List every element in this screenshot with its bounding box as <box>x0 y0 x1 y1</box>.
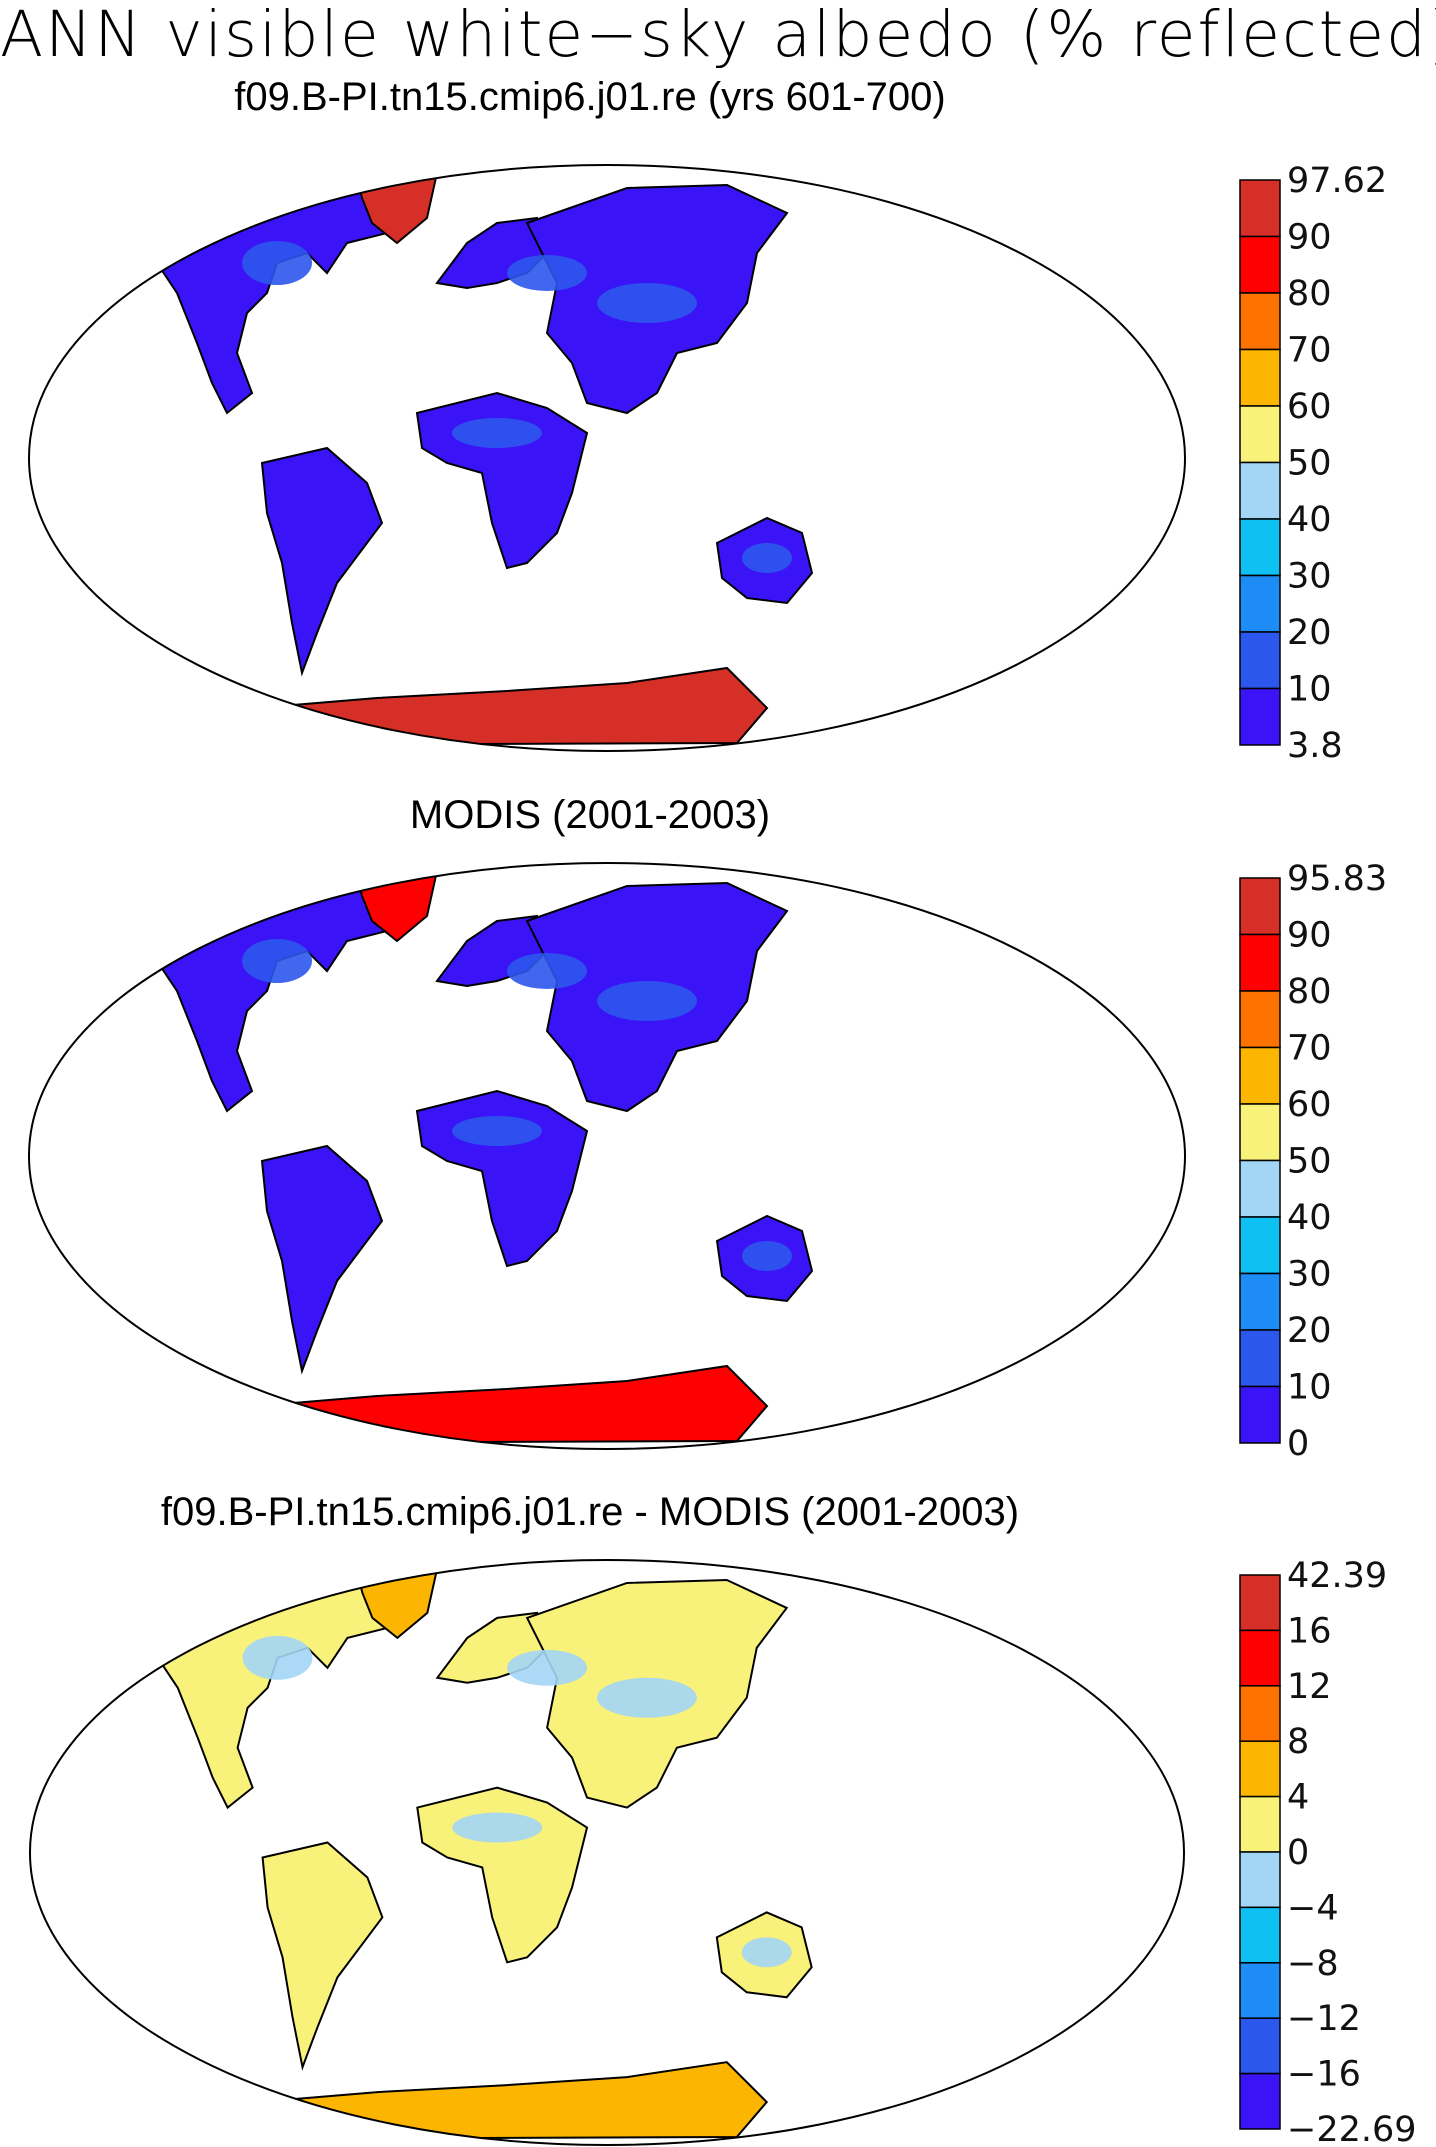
colorbar-tick-label: −12 <box>1287 1999 1361 2039</box>
figure-title: ANN visible white−sky albedo (% reflecte… <box>0 0 1436 71</box>
colorbar-tick-label: 20 <box>1287 1311 1332 1351</box>
colorbar-bin <box>1239 1103 1281 1162</box>
accent-region-0 <box>242 939 312 983</box>
south-america-landmass <box>260 446 384 677</box>
colorbar-bin <box>1239 1962 1281 2019</box>
colorbar-tick-label: −16 <box>1287 2055 1361 2095</box>
colorbar-tick-label: 12 <box>1287 1667 1332 1707</box>
colorbar-tick-label: 40 <box>1287 500 1332 540</box>
colorbar-bin <box>1239 179 1281 238</box>
colorbar-tick-label: 60 <box>1287 1085 1332 1125</box>
accent-region-2 <box>452 1812 543 1843</box>
colorbar-bin <box>1239 1740 1281 1798</box>
colorbar-bin <box>1239 292 1281 351</box>
accent-region-3 <box>597 1677 697 1718</box>
colorbar-tick-label: −4 <box>1287 1888 1339 1928</box>
accent-region-1 <box>507 953 587 989</box>
colorbar-bin <box>1239 1851 1281 1909</box>
colorbar-bin <box>1239 461 1281 520</box>
colorbar-bin <box>1239 1216 1281 1275</box>
colorbar-tick-label: 10 <box>1287 670 1332 710</box>
colorbar-bin <box>1239 1795 1281 1853</box>
colorbar-tick-label: 80 <box>1287 274 1332 314</box>
accent-region-3 <box>597 283 697 323</box>
colorbar-bin <box>1239 1906 1281 1964</box>
map-frame <box>28 164 1186 752</box>
south-america-landmass <box>261 1841 384 2071</box>
map-frame <box>28 862 1186 1450</box>
panel-2-colorbar: 95.83 90 80 70 60 50 40 30 20 10 0 <box>1239 861 1387 1461</box>
colorbar-bin <box>1239 687 1281 746</box>
colorbar-bin <box>1239 405 1281 464</box>
colorbar-bin <box>1239 877 1281 936</box>
colorbar-tick-label: 70 <box>1287 1029 1332 1069</box>
colorbar-tick-label: 97.62 <box>1287 163 1387 201</box>
map-frame <box>28 1558 1186 2147</box>
colorbar-bin <box>1239 574 1281 633</box>
colorbar-tick-label: 90 <box>1287 218 1332 258</box>
colorbar-tick-label: 50 <box>1287 444 1332 484</box>
panel-3-colorbar: 42.39 16 12 8 4 0 −4 −8 −12 −16 −22.69 <box>1239 1558 1417 2147</box>
colorbar-tick-label: 60 <box>1287 387 1332 427</box>
colorbar-bin <box>1239 933 1281 992</box>
colorbar-tick-label: 90 <box>1287 916 1332 956</box>
colorbar-bin <box>1239 1272 1281 1331</box>
colorbar-tick-label: 0 <box>1287 1424 1309 1461</box>
accent-region-0 <box>242 241 312 285</box>
accent-region-4 <box>742 543 792 573</box>
colorbar-bin <box>1239 348 1281 407</box>
accent-region-1 <box>507 1649 588 1686</box>
panel-2-map <box>28 862 1186 1450</box>
accent-region-3 <box>597 981 697 1021</box>
panel-1-title: f09.B-PI.tn15.cmip6.j01.re (yrs 601-700) <box>234 75 946 119</box>
panel-1-map <box>28 164 1186 752</box>
colorbar-tick-label: 16 <box>1287 1611 1332 1651</box>
accent-region-1 <box>507 255 587 291</box>
colorbar-tick-label: 30 <box>1287 557 1332 597</box>
colorbar-bin <box>1239 1385 1281 1444</box>
colorbar-bin <box>1239 1629 1281 1687</box>
colorbar-bin <box>1239 2072 1281 2130</box>
panel-2-title: MODIS (2001-2003) <box>409 793 771 837</box>
colorbar-bin <box>1239 990 1281 1049</box>
colorbar-tick-label: 4 <box>1287 1778 1309 1818</box>
colorbar-tick-label: 3.8 <box>1287 726 1343 763</box>
panel-1-colorbar: 97.62 90 80 70 60 50 40 30 20 10 3.8 <box>1239 163 1387 763</box>
accent-region-4 <box>742 1241 792 1271</box>
colorbar-tick-label: 42.39 <box>1287 1558 1387 1596</box>
accent-region-2 <box>452 1116 542 1146</box>
colorbar-tick-label: 70 <box>1287 331 1332 371</box>
colorbar-bin <box>1239 1685 1281 1742</box>
colorbar-bin <box>1239 1159 1281 1218</box>
colorbar-bin <box>1239 1329 1281 1388</box>
accent-region-0 <box>242 1635 313 1680</box>
colorbar-tick-label: 40 <box>1287 1198 1332 1238</box>
colorbar-bin <box>1239 2017 1281 2075</box>
colorbar-bin <box>1239 631 1281 690</box>
panel-3-title: f09.B-PI.tn15.cmip6.j01.re - MODIS (2001… <box>160 1490 1020 1534</box>
colorbar-tick-label: 8 <box>1287 1722 1309 1762</box>
colorbar-tick-label: 0 <box>1287 1833 1309 1873</box>
colorbar-tick-label: 95.83 <box>1287 861 1387 899</box>
colorbar-bin <box>1239 1046 1281 1105</box>
colorbar-tick-label: 30 <box>1287 1255 1332 1295</box>
panel-3-map <box>28 1558 1186 2147</box>
colorbar-tick-label: −22.69 <box>1287 2110 1417 2147</box>
colorbar-bin <box>1239 235 1281 294</box>
colorbar-tick-label: −8 <box>1287 1944 1339 1984</box>
colorbar-tick-label: 80 <box>1287 972 1332 1012</box>
accent-region-2 <box>452 418 542 448</box>
colorbar-tick-label: 20 <box>1287 613 1332 653</box>
colorbar-bin <box>1239 1574 1281 1632</box>
accent-region-4 <box>741 1937 792 1968</box>
south-america-landmass <box>260 1144 384 1375</box>
colorbar-tick-label: 10 <box>1287 1368 1332 1408</box>
colorbar-tick-label: 50 <box>1287 1142 1332 1182</box>
colorbar-bin <box>1239 518 1281 577</box>
